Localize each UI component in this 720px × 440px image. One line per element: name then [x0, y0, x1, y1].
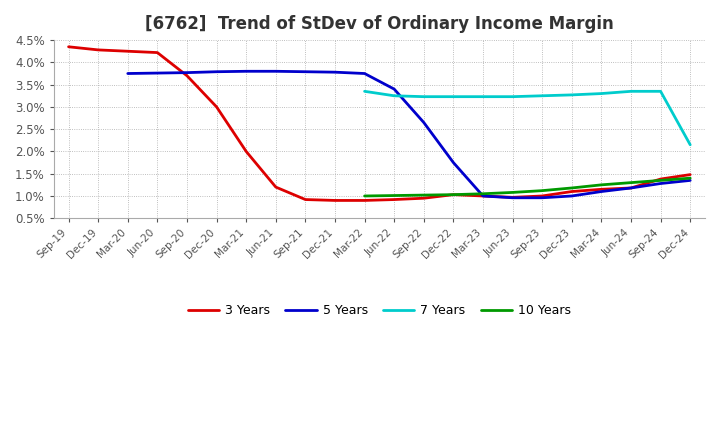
10 Years	[508, 190, 517, 195]
3 Years	[538, 193, 546, 198]
7 Years	[656, 89, 665, 94]
3 Years	[153, 50, 162, 55]
3 Years	[597, 187, 606, 192]
10 Years	[597, 182, 606, 187]
7 Years	[538, 93, 546, 99]
5 Years	[212, 69, 221, 74]
3 Years	[64, 44, 73, 49]
5 Years	[330, 70, 339, 75]
5 Years	[479, 193, 487, 198]
7 Years	[479, 94, 487, 99]
Line: 5 Years: 5 Years	[127, 71, 690, 198]
Legend: 3 Years, 5 Years, 7 Years, 10 Years: 3 Years, 5 Years, 7 Years, 10 Years	[183, 299, 576, 323]
5 Years	[271, 69, 280, 74]
10 Years	[538, 188, 546, 193]
10 Years	[360, 193, 369, 198]
10 Years	[626, 180, 635, 185]
5 Years	[153, 70, 162, 76]
7 Years	[449, 94, 458, 99]
3 Years	[183, 73, 192, 78]
3 Years	[212, 104, 221, 110]
5 Years	[626, 185, 635, 191]
5 Years	[538, 195, 546, 200]
3 Years	[330, 198, 339, 203]
3 Years	[123, 48, 132, 54]
5 Years	[597, 189, 606, 194]
3 Years	[449, 192, 458, 197]
7 Years	[360, 89, 369, 94]
5 Years	[656, 181, 665, 186]
Line: 3 Years: 3 Years	[68, 47, 690, 201]
10 Years	[479, 191, 487, 196]
Line: 10 Years: 10 Years	[364, 178, 690, 196]
3 Years	[686, 172, 695, 177]
3 Years	[656, 176, 665, 182]
5 Years	[242, 69, 251, 74]
10 Years	[656, 178, 665, 183]
5 Years	[420, 120, 428, 125]
5 Years	[123, 71, 132, 76]
10 Years	[390, 193, 398, 198]
10 Years	[449, 192, 458, 197]
3 Years	[301, 197, 310, 202]
5 Years	[567, 193, 576, 198]
3 Years	[479, 193, 487, 198]
5 Years	[301, 69, 310, 74]
5 Years	[508, 195, 517, 200]
5 Years	[449, 160, 458, 165]
3 Years	[360, 198, 369, 203]
10 Years	[686, 176, 695, 181]
5 Years	[686, 178, 695, 183]
7 Years	[686, 142, 695, 147]
7 Years	[597, 91, 606, 96]
3 Years	[271, 184, 280, 190]
5 Years	[390, 87, 398, 92]
3 Years	[94, 47, 102, 52]
5 Years	[360, 71, 369, 76]
Title: [6762]  Trend of StDev of Ordinary Income Margin: [6762] Trend of StDev of Ordinary Income…	[145, 15, 613, 33]
5 Years	[183, 70, 192, 75]
3 Years	[242, 149, 251, 154]
7 Years	[390, 93, 398, 99]
3 Years	[508, 194, 517, 200]
7 Years	[567, 92, 576, 98]
Line: 7 Years: 7 Years	[364, 92, 690, 145]
3 Years	[390, 197, 398, 202]
10 Years	[567, 185, 576, 191]
3 Years	[626, 185, 635, 191]
3 Years	[420, 195, 428, 201]
7 Years	[626, 89, 635, 94]
7 Years	[508, 94, 517, 99]
3 Years	[567, 189, 576, 194]
10 Years	[420, 192, 428, 198]
7 Years	[420, 94, 428, 99]
